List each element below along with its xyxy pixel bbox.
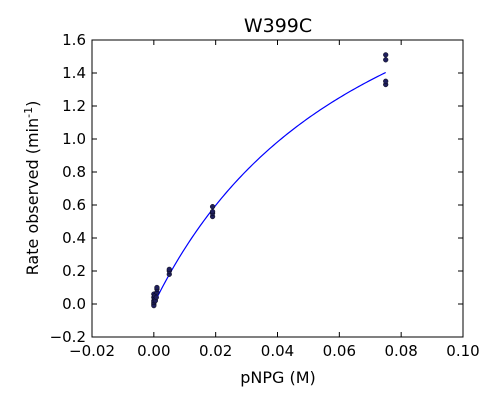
fit-line bbox=[153, 71, 386, 305]
data-point bbox=[383, 52, 389, 58]
x-tick-label: 0.10 bbox=[446, 342, 479, 360]
y-axis-label: Rate observed (min-1) bbox=[22, 101, 42, 276]
y-tick-label: 1.2 bbox=[62, 97, 86, 115]
x-axis-label: pNPG (M) bbox=[240, 368, 316, 387]
chart-title: W399C bbox=[244, 15, 312, 37]
x-tick-label: 0.08 bbox=[384, 342, 417, 360]
y-axis-label-suffix: ) bbox=[23, 101, 42, 107]
y-tick-label: 1.4 bbox=[62, 64, 86, 82]
data-point bbox=[209, 209, 216, 215]
y-tick-label: 0.6 bbox=[62, 196, 86, 214]
data-point bbox=[154, 284, 160, 291]
data-point bbox=[209, 204, 216, 210]
y-tick-label: 0.4 bbox=[62, 229, 86, 247]
plot-area bbox=[91, 39, 464, 338]
x-tick-label: −0.02 bbox=[69, 342, 115, 360]
y-axis: −0.2 0.0 0.2 0.4 0.6 0.8 1.0 1.2 1.4 1.6 bbox=[50, 31, 463, 346]
data-point bbox=[383, 57, 389, 63]
x-tick-label: 0.06 bbox=[323, 342, 356, 360]
y-tick-label: 1.0 bbox=[62, 130, 86, 148]
y-tick-label: 0.8 bbox=[62, 163, 86, 181]
x-tick-label: 0.04 bbox=[261, 342, 294, 360]
y-tick-label: −0.2 bbox=[50, 328, 86, 346]
y-tick-label: 0.2 bbox=[62, 262, 86, 280]
plot-frame bbox=[91, 39, 464, 338]
y-axis-label-main: Rate observed (min bbox=[23, 118, 42, 275]
data-point bbox=[166, 266, 172, 272]
y-tick-label: 0.0 bbox=[62, 295, 86, 313]
x-tick-label: 0.00 bbox=[137, 342, 170, 360]
y-tick-label: 1.6 bbox=[62, 31, 86, 49]
data-point bbox=[383, 78, 389, 84]
y-axis-label-superscript: -1 bbox=[22, 107, 35, 118]
data-point bbox=[153, 294, 159, 301]
x-axis: −0.02 0.00 0.02 0.04 0.06 0.08 0.10 bbox=[69, 40, 480, 360]
x-tick-label: 0.02 bbox=[199, 342, 232, 360]
